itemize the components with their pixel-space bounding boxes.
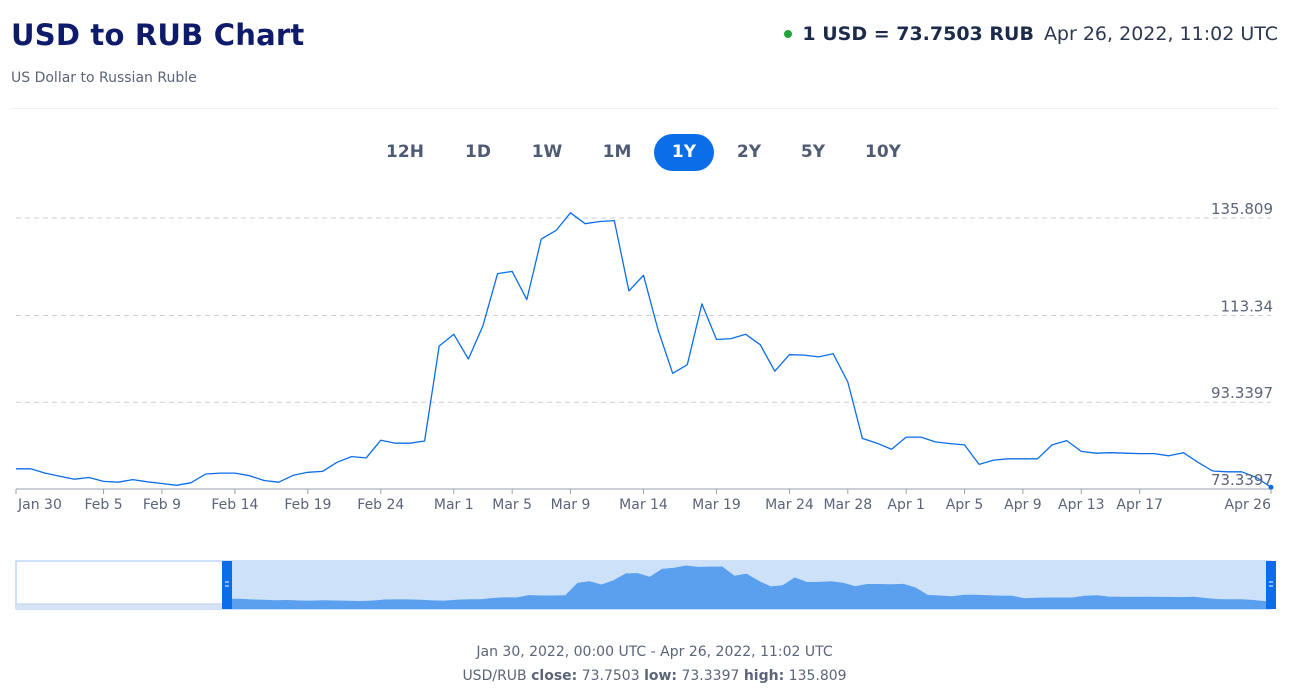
x-tick-label: Feb 9 — [143, 497, 181, 513]
handle-bar — [222, 561, 232, 609]
page-subtitle: US Dollar to Russian Ruble — [11, 70, 197, 86]
range-button-2y[interactable]: 2Y — [736, 142, 762, 162]
x-tick-label: Mar 28 — [823, 497, 872, 513]
x-tick-label: Apr 5 — [946, 497, 984, 513]
navigator-right-handle[interactable] — [1266, 561, 1276, 609]
range-button-1m[interactable]: 1M — [602, 142, 632, 162]
x-tick-label: Feb 5 — [84, 497, 122, 513]
series-line — [16, 212, 1274, 490]
range-navigator[interactable] — [15, 560, 1276, 610]
x-tick-label: Mar 5 — [492, 497, 532, 513]
current-rate: 1 USD = 73.7503 RUB Apr 26, 2022, 11:02 … — [784, 23, 1278, 45]
rate-timestamp: Apr 26, 2022, 11:02 UTC — [1043, 23, 1278, 45]
navigator-left-handle[interactable] — [222, 561, 232, 609]
y-tick-label: 73.3397 — [1211, 471, 1273, 489]
grid-lines — [16, 217, 1271, 403]
navigator-history — [16, 604, 227, 609]
x-tick-label: Mar 1 — [434, 497, 474, 513]
price-chart[interactable]: Jan 30 Feb 5 Feb 9 Feb 14 Feb 19 Feb 24 Mar 1 M… — [0, 0, 1309, 625]
pair-label: USD/RUB — [462, 668, 527, 684]
x-tick-label: Mar 9 — [551, 497, 591, 513]
y-tick-label: 113.34 — [1221, 297, 1274, 315]
high-value: 135.809 — [788, 668, 847, 684]
range-button-5y[interactable]: 5Y — [800, 142, 826, 162]
x-tick-label: Apr 9 — [1004, 497, 1042, 513]
x-tick-label: Apr 17 — [1116, 497, 1162, 513]
x-tick-label: Feb 19 — [284, 497, 331, 513]
y-axis-labels: 135.809 113.34 93.3397 73.3397 — [1211, 200, 1273, 489]
low-label: low: — [644, 668, 678, 684]
range-button-1y[interactable]: 1Y — [654, 134, 714, 171]
x-tick-label: Feb 24 — [357, 497, 404, 513]
page-title: USD to RUB Chart — [11, 18, 305, 52]
x-tick-label: Jan 30 — [17, 497, 62, 513]
close-label: close: — [531, 668, 578, 684]
live-status-dot — [784, 30, 793, 38]
range-selector: 12H 1D 1W 1M 1Y 2Y 5Y 10Y — [0, 134, 1309, 171]
range-button-12h[interactable]: 12H — [386, 142, 424, 162]
header-divider — [11, 108, 1278, 109]
handle-bar — [1266, 561, 1276, 609]
x-tick-label: Mar 24 — [765, 497, 814, 513]
selected-range-text: Jan 30, 2022, 00:00 UTC - Apr 26, 2022, … — [476, 644, 833, 660]
x-tick-label: Apr 26 — [1225, 497, 1272, 513]
close-value: 73.7503 — [581, 668, 640, 684]
x-tick-label: Feb 14 — [211, 497, 258, 513]
y-tick-label: 135.809 — [1211, 200, 1273, 218]
x-tick-label: Apr 13 — [1058, 497, 1104, 513]
low-value: 73.3397 — [681, 668, 740, 684]
x-tick-label: Apr 1 — [887, 497, 925, 513]
x-tick-label: Mar 19 — [692, 497, 741, 513]
price-line — [16, 212, 1272, 488]
high-label: high: — [743, 668, 785, 684]
last-point-marker — [1268, 484, 1274, 490]
navigator-area — [227, 565, 1266, 609]
y-tick-label: 93.3397 — [1211, 384, 1273, 402]
range-button-1w[interactable]: 1W — [531, 142, 563, 162]
x-tick-label: Mar 14 — [619, 497, 668, 513]
range-button-1d[interactable]: 1D — [465, 142, 491, 162]
range-button-10y[interactable]: 10Y — [865, 142, 901, 162]
range-statistics: USD/RUB close: 73.7503 low: 73.3397 high… — [0, 668, 1309, 684]
rate-value: 1 USD = 73.7503 RUB — [802, 23, 1034, 45]
x-axis: Jan 30 Feb 5 Feb 9 Feb 14 Feb 19 Feb 24 Mar 1 M… — [15, 488, 1272, 513]
